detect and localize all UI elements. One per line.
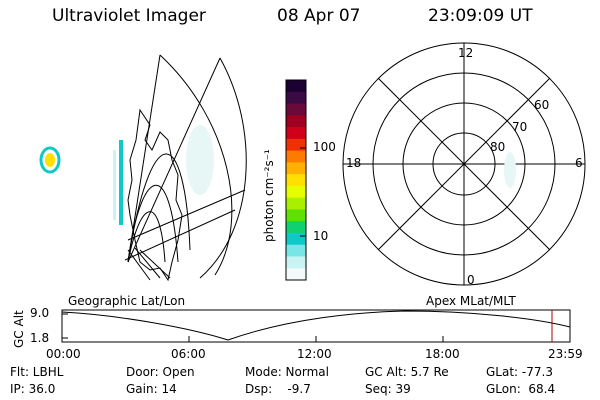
colorbar xyxy=(286,80,306,281)
polar-label-0: 0 xyxy=(467,273,475,287)
colorbar-band xyxy=(286,256,306,269)
colorbar-band xyxy=(286,232,306,246)
plot-xtick-0000: 00:00 xyxy=(46,347,81,361)
polar-label-6: 6 xyxy=(575,156,583,170)
map-boundary-arc-outer xyxy=(159,54,233,276)
map-line-1 xyxy=(127,189,246,241)
info-glon: GLon: 68.4 xyxy=(486,382,556,396)
colorbar-frame xyxy=(285,79,307,281)
polar-label-60: 60 xyxy=(534,98,550,112)
x-axis-ticks xyxy=(61,336,571,342)
colorbar-band xyxy=(286,197,306,210)
info-door: Door: Open xyxy=(126,365,195,379)
map-latitude-arc-3 xyxy=(127,211,166,263)
colorbar-band xyxy=(286,268,306,281)
polar-plot xyxy=(342,42,586,286)
date-label: 08 Apr 07 xyxy=(277,6,361,26)
info-gc-alt: GC Alt: 5.7 Re xyxy=(365,365,449,379)
polar-label-80: 80 xyxy=(490,140,506,154)
aurora-spot-core xyxy=(45,153,55,167)
polar-label-18: 18 xyxy=(346,156,362,170)
time-label: 23:09:09 UT xyxy=(428,6,533,26)
colorbar-band xyxy=(286,221,306,234)
info-gain: Gain: 14 xyxy=(126,382,177,396)
map-hatch-1 xyxy=(127,249,151,281)
colorbar-band xyxy=(286,174,306,187)
aurora-spot-halo xyxy=(39,146,61,174)
plot-right-label: Apex MLat/MLT xyxy=(426,294,516,308)
map-coastline xyxy=(127,108,183,282)
info-dsp: Dsp: -9.7 xyxy=(245,382,311,396)
info-mode: Mode: Normal xyxy=(245,365,329,379)
map-hatch-3 xyxy=(139,249,171,279)
info-ip: IP: 36.0 xyxy=(10,382,56,396)
plot-xtick-0600: 06:00 xyxy=(171,347,206,361)
colorbar-band xyxy=(286,115,306,128)
colorbar-band xyxy=(286,127,306,140)
polar-faint-emission xyxy=(504,152,516,188)
map-latitude-arc-2 xyxy=(127,185,179,263)
plot-ylabel: GC Alt xyxy=(12,310,26,348)
colorbar-band xyxy=(286,91,306,105)
colorbar-unit-label: photon cm⁻²s⁻¹ xyxy=(262,149,276,242)
app-title: Ultraviolet Imager xyxy=(52,6,206,26)
map-meridian-1 xyxy=(127,54,161,263)
map-latitude-arc-1 xyxy=(127,153,191,263)
plot-left-label: Geographic Lat/Lon xyxy=(68,294,186,308)
info-seq: Seq: 39 xyxy=(365,382,411,396)
colorbar-band xyxy=(286,162,306,175)
aurora-faint-right xyxy=(186,125,214,195)
map-boundary-arc-2 xyxy=(199,57,247,279)
aurora-arc-left xyxy=(119,140,123,225)
plot-xtick-1200: 12:00 xyxy=(297,347,332,361)
colorbar-band xyxy=(286,185,306,199)
colorbar-label-10: 10 xyxy=(313,229,329,243)
polar-diag-2 xyxy=(377,77,551,251)
colorbar-band xyxy=(286,244,306,257)
aurora-arc-left-faint xyxy=(113,150,116,220)
plot-ytick-label-1.8: 1.8 xyxy=(30,331,50,345)
map-hatch-2 xyxy=(134,247,161,279)
polar-label-70: 70 xyxy=(512,120,528,134)
plot-ytick-label-9: 9.0 xyxy=(30,306,50,320)
altitude-curve xyxy=(61,310,571,341)
polar-label-12: 12 xyxy=(458,46,474,60)
map-line-2 xyxy=(124,209,236,261)
colorbar-band xyxy=(286,103,306,116)
plot-xtick-2359: 23:59 xyxy=(548,347,583,361)
map-meridian-2 xyxy=(127,57,221,263)
colorbar-band xyxy=(286,209,306,222)
colorbar-band xyxy=(286,138,306,152)
colorbar-label-100: 100 xyxy=(313,140,336,154)
info-glat: GLat: -77.3 xyxy=(486,365,553,379)
colorbar-band xyxy=(286,150,306,163)
geographic-map xyxy=(124,54,247,282)
info-filter: Flt: LBHL xyxy=(10,365,64,379)
colorbar-band xyxy=(286,80,306,93)
plot-xtick-1800: 18:00 xyxy=(425,347,460,361)
